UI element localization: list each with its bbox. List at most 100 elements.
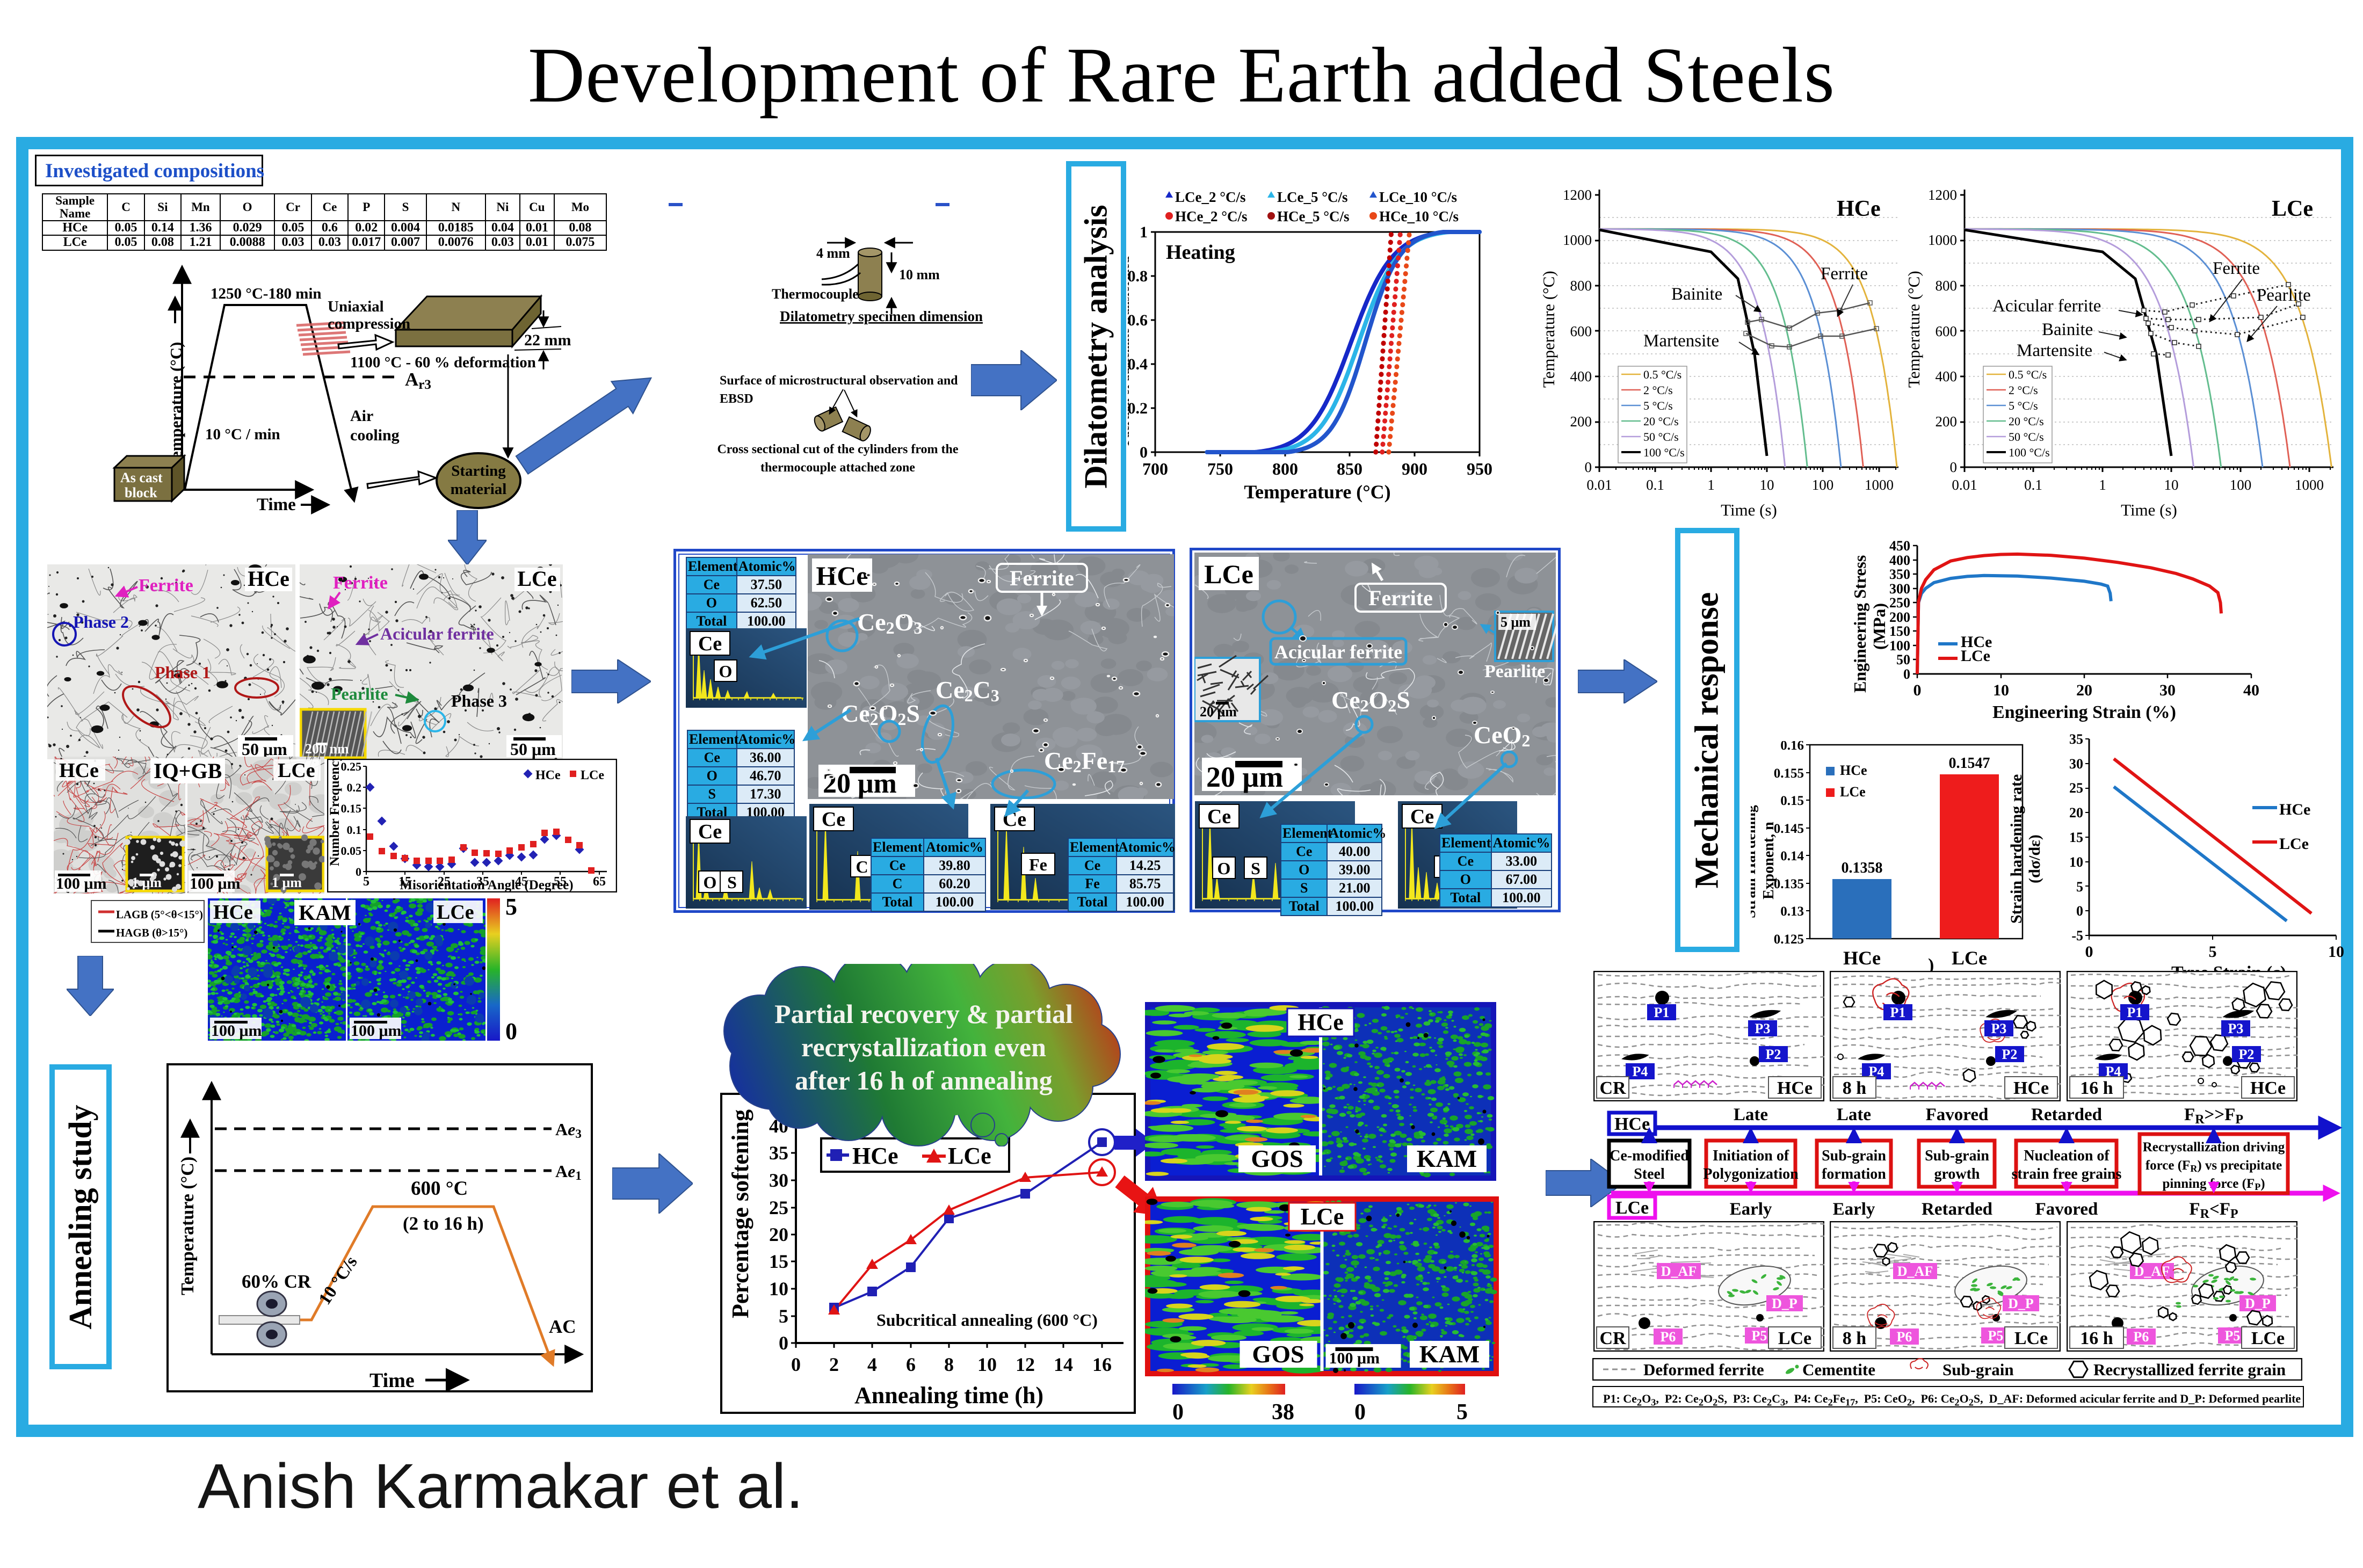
svg-text:Dilatometry specimen dimension: Dilatometry specimen dimension [780,308,983,324]
svg-text:16: 16 [1092,1354,1112,1375]
svg-text:P1: P1 [1890,1005,1906,1020]
svg-text:0.6: 0.6 [1128,311,1148,329]
svg-text:Heating: Heating [1166,241,1235,264]
svg-text:0.5 °C/s: 0.5 °C/s [1643,368,1681,381]
svg-text:5: 5 [779,1305,788,1327]
svg-text:LCe_5 °C/s: LCe_5 °C/s [1277,189,1348,205]
svg-text:LCe: LCe [1952,947,1987,969]
svg-text:FR>>FP: FR>>FP [2184,1105,2243,1127]
svg-text:8 h: 8 h [1843,1078,1867,1098]
svg-text:LCe: LCe [1615,1198,1649,1218]
svg-text:HCe_5 °C/s: HCe_5 °C/s [1277,208,1350,224]
svg-text:LCe: LCe [1961,647,1990,665]
svg-text:Time (s): Time (s) [2121,500,2177,519]
svg-text:LCe: LCe [1778,1329,1811,1348]
svg-text:Temperature (°C): Temperature (°C) [1539,271,1558,388]
svg-text:900: 900 [1402,459,1427,478]
svg-text:100 μm: 100 μm [56,875,107,892]
svg-text:): ) [1928,955,1934,975]
svg-text:P3: P3 [1991,1021,2007,1036]
svg-text:HCe: HCe [1843,947,1881,969]
svg-text:Martensite: Martensite [2017,341,2092,360]
svg-text:Uniaxial: Uniaxial [328,298,384,315]
svg-text:Misorientation Angle (Degree): Misorientation Angle (Degree) [400,878,573,892]
svg-text:15: 15 [398,875,411,889]
svg-text:1200: 1200 [1928,187,1957,203]
svg-text:12: 12 [1016,1354,1035,1375]
svg-text:250: 250 [1889,595,1910,611]
svg-text:20 °C/s: 20 °C/s [1643,415,1679,428]
svg-text:LCe: LCe [1204,559,1253,589]
svg-text:55: 55 [554,875,567,889]
svg-text:5: 5 [363,875,369,889]
svg-text:0.155: 0.155 [1774,766,1804,781]
svg-text:Strain Hardening: Strain Hardening [1751,805,1759,918]
svg-text:Ce: Ce [698,633,722,655]
svg-text:Ce: Ce [1207,805,1231,828]
svg-text:100 μm: 100 μm [351,1022,402,1040]
svg-text:100: 100 [1889,638,1910,654]
svg-text:0: 0 [1903,666,1910,682]
svg-text:0.13: 0.13 [1780,904,1804,919]
svg-text:10: 10 [2328,943,2344,961]
svg-text:P6: P6 [1661,1329,1676,1345]
svg-text:LCe: LCe [1301,1203,1344,1230]
svg-text:block: block [125,485,157,500]
svg-text:HCe: HCe [816,561,868,591]
svg-text:P2: P2 [2002,1047,2018,1062]
svg-text:20 μm: 20 μm [1206,761,1283,793]
svg-text:200: 200 [1889,609,1910,625]
svg-text:600 °C: 600 °C [411,1178,468,1200]
svg-text:0: 0 [2076,903,2083,919]
svg-text:Acicular ferrite: Acicular ferrite [1992,296,2101,316]
svg-text:Sub-grain: Sub-grain [1925,1148,1989,1164]
svg-text:HCe_2 °C/s: HCe_2 °C/s [1175,208,1248,224]
svg-text:4 mm: 4 mm [816,245,850,261]
svg-text:Ce: Ce [698,821,722,843]
svg-text:strain free grains: strain free grains [2012,1166,2122,1182]
svg-text:Early: Early [1833,1200,1875,1219]
svg-text:D_P: D_P [2245,1296,2271,1311]
svg-text:0.15: 0.15 [341,802,362,815]
svg-text:(dσ/dε): (dσ/dε) [2026,834,2043,883]
svg-text:Percentage softening: Percentage softening [727,1109,753,1318]
svg-text:0: 0 [1354,1400,1366,1423]
svg-text:1250 °C-180 min: 1250 °C-180 min [211,285,322,302]
svg-text:Subcritical annealing (600 °C): Subcritical annealing (600 °C) [876,1310,1098,1330]
svg-text:450: 450 [1889,538,1910,554]
svg-text:30: 30 [2069,756,2083,772]
svg-text:Pearlite: Pearlite [1484,662,1545,681]
svg-text:HCe_10 °C/s: HCe_10 °C/s [1379,208,1459,224]
svg-text:1000: 1000 [1928,232,1957,248]
svg-text:300: 300 [1889,581,1910,597]
svg-text:850: 850 [1337,459,1362,478]
svg-text:Ce: Ce [1410,805,1434,828]
svg-text:LCe: LCe [2272,197,2313,221]
svg-text:P5: P5 [1752,1328,1767,1344]
svg-text:O: O [719,662,733,681]
svg-text:P1: P1 [1654,1005,1670,1020]
svg-text:Ce: Ce [822,808,845,831]
svg-text:HCe: HCe [1961,633,1992,651]
svg-text:700: 700 [1142,459,1168,478]
svg-text:1100 °C - 60 % deformation: 1100 °C - 60 % deformation [350,354,536,371]
svg-text:Phase 3: Phase 3 [451,691,507,710]
svg-text:P3: P3 [1755,1021,1771,1036]
svg-text:LCe: LCe [437,901,474,924]
svg-text:0: 0 [1140,444,1148,461]
svg-text:20: 20 [2076,681,2092,699]
svg-text:600: 600 [1936,323,1958,339]
svg-text:Ferrite: Ferrite [333,573,388,593]
svg-text:HCe: HCe [535,768,561,782]
svg-text:Ce2O2S: Ce2O2S [1331,686,1410,715]
svg-text:Time (s): Time (s) [1721,500,1777,519]
svg-text:0: 0 [2085,943,2093,961]
svg-text:0: 0 [505,1018,517,1044]
svg-text:5 °C/s: 5 °C/s [2009,399,2038,412]
svg-text:force (FR) vs precipitate: force (FR) vs precipitate [2145,1158,2282,1174]
svg-text:recrystallization even: recrystallization even [801,1032,1046,1062]
svg-text:10: 10 [977,1354,997,1375]
svg-text:Pearlite: Pearlite [331,684,388,703]
svg-text:Ferrite: Ferrite [139,576,193,596]
svg-text:GOS: GOS [1251,1145,1303,1172]
